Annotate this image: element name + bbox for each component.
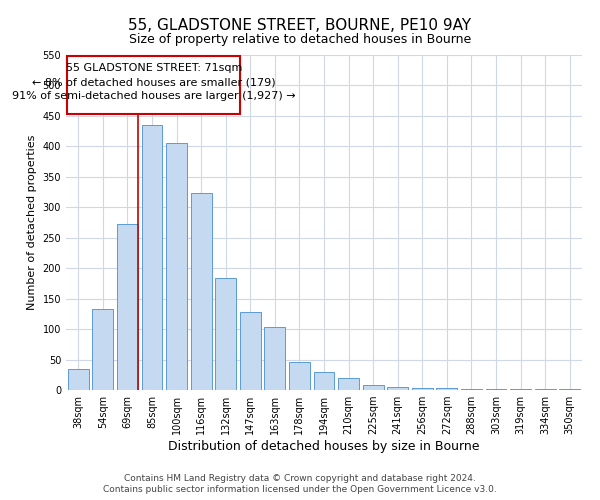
Bar xyxy=(215,278,236,390)
Bar xyxy=(191,194,212,390)
Y-axis label: Number of detached properties: Number of detached properties xyxy=(27,135,37,310)
Text: 55 GLADSTONE STREET: 71sqm
← 8% of detached houses are smaller (179)
91% of semi: 55 GLADSTONE STREET: 71sqm ← 8% of detac… xyxy=(12,63,296,101)
Bar xyxy=(67,56,241,114)
Bar xyxy=(142,125,163,390)
Bar xyxy=(387,387,408,390)
Bar xyxy=(412,388,433,390)
Bar xyxy=(92,309,113,390)
Bar xyxy=(314,372,334,390)
Text: Contains HM Land Registry data © Crown copyright and database right 2024.
Contai: Contains HM Land Registry data © Crown c… xyxy=(103,474,497,494)
Bar xyxy=(338,378,359,390)
Bar xyxy=(289,362,310,390)
Bar xyxy=(166,142,187,390)
Bar xyxy=(265,326,286,390)
X-axis label: Distribution of detached houses by size in Bourne: Distribution of detached houses by size … xyxy=(168,440,480,453)
Bar xyxy=(117,224,138,390)
Text: 55, GLADSTONE STREET, BOURNE, PE10 9AY: 55, GLADSTONE STREET, BOURNE, PE10 9AY xyxy=(128,18,472,32)
Text: Size of property relative to detached houses in Bourne: Size of property relative to detached ho… xyxy=(129,32,471,46)
Bar xyxy=(436,388,457,390)
Bar xyxy=(461,389,482,390)
Bar xyxy=(362,385,383,390)
Bar xyxy=(240,312,261,390)
Bar xyxy=(68,368,89,390)
